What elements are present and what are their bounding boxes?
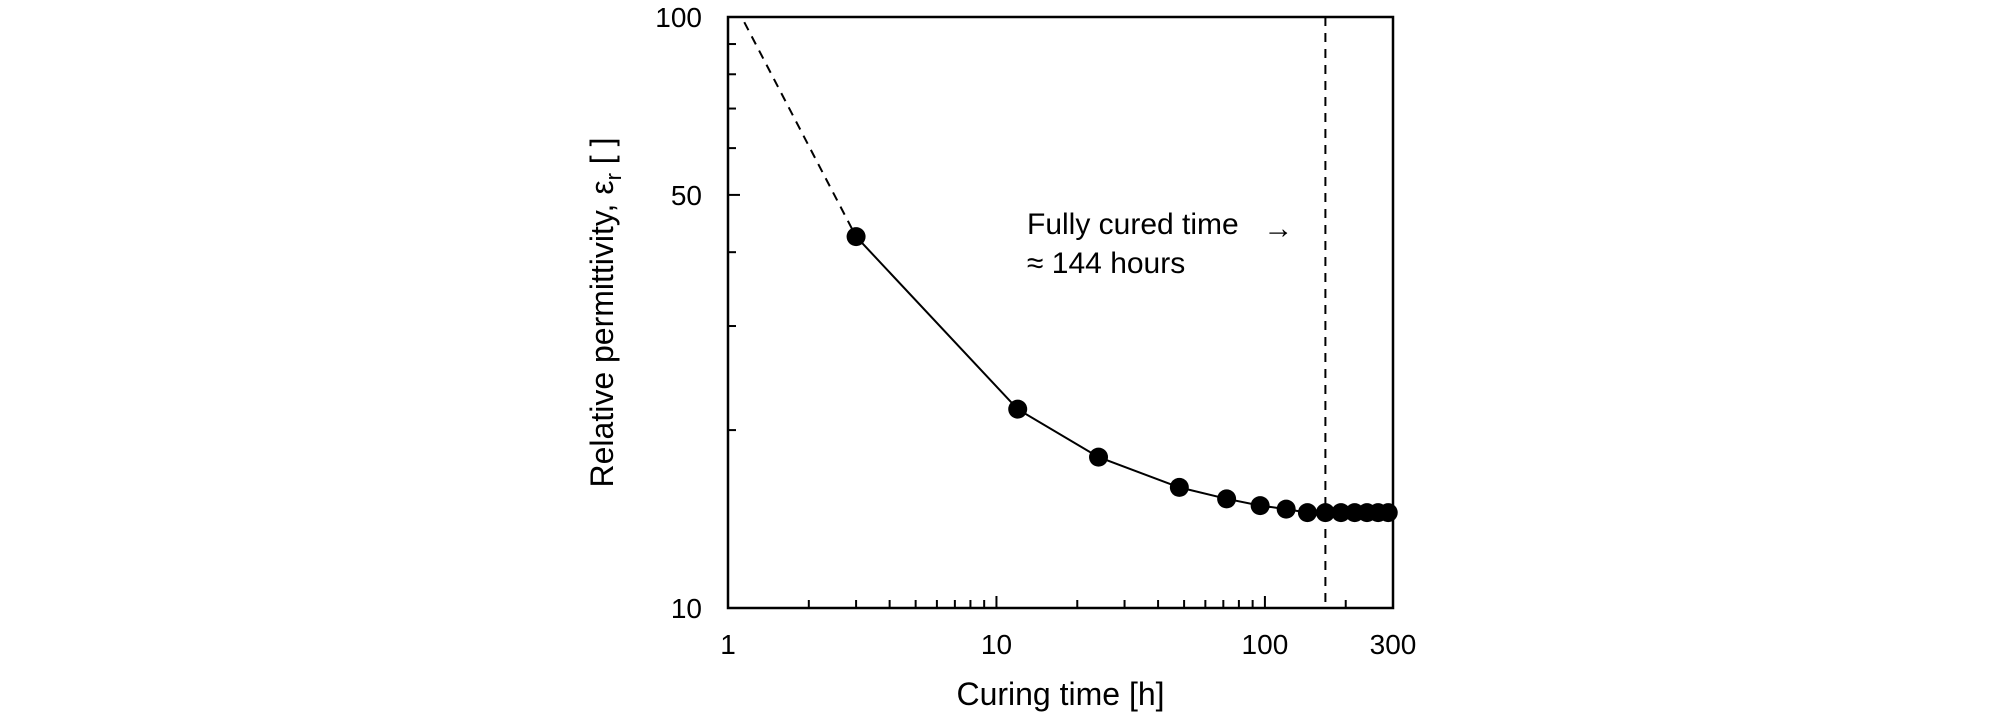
series-layer	[743, 21, 1398, 523]
data-point	[1169, 477, 1189, 497]
annotation-arrow: →	[1263, 212, 1293, 245]
y-axis-title-subscript: r	[601, 173, 626, 180]
data-point	[1276, 499, 1296, 519]
data-point	[1378, 503, 1398, 523]
annotation-144-hours: ≈ 144 hours	[1027, 247, 1185, 280]
data-point	[1008, 399, 1028, 419]
extrapolation-line	[743, 21, 857, 238]
data-point	[1217, 489, 1237, 509]
y-tick-label: 100	[655, 2, 702, 33]
data-point	[1297, 503, 1317, 523]
y-tick-label: 10	[671, 593, 702, 624]
data-point	[1331, 503, 1351, 523]
y-axis-title: Relative permittivity, εr [ ]	[584, 138, 626, 488]
x-tick-label: 100	[1242, 629, 1289, 660]
ticks-layer: 1 10 100 300 10 50 100	[655, 2, 1416, 660]
plot-frame	[726, 15, 1395, 610]
y-axis-title-main: Relative permittivity, ε	[584, 180, 620, 487]
x-axis-title: Curing time [h]	[956, 676, 1164, 712]
data-point	[1315, 503, 1335, 523]
y-axis-title-suffix: [ ]	[584, 138, 620, 174]
data-point	[846, 227, 866, 247]
x-tick-label: 10	[981, 629, 1012, 660]
x-tick-label: 1	[720, 629, 736, 660]
x-tick-label: 300	[1370, 629, 1417, 660]
y-tick-label: 50	[671, 180, 702, 211]
data-point	[1250, 496, 1270, 516]
annotation-fully-cured: Fully cured time	[1027, 208, 1239, 241]
data-point	[1089, 447, 1109, 467]
